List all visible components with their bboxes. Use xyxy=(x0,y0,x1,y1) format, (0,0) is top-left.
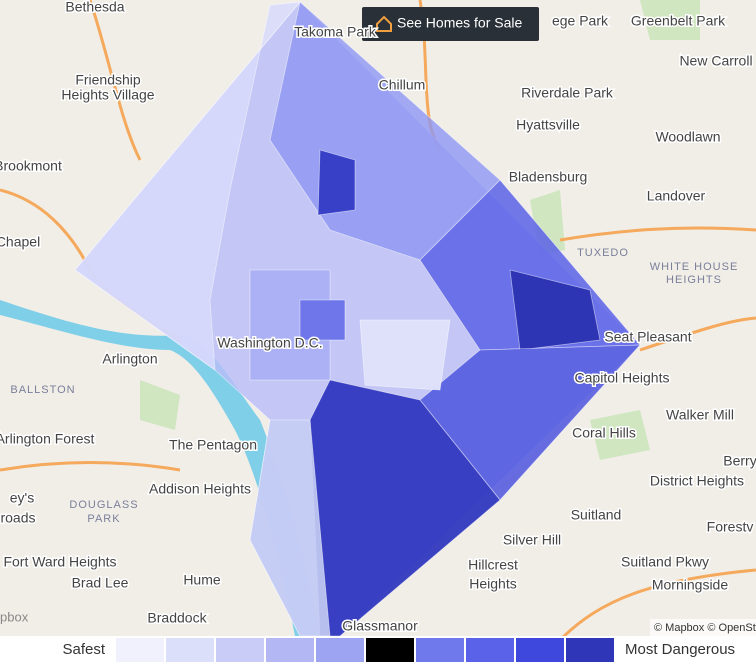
legend-swatch xyxy=(116,638,164,662)
potomac-river xyxy=(0,300,320,636)
place-label: Fort Ward Heights xyxy=(3,554,116,570)
attribution-bg xyxy=(650,619,756,636)
legend-swatch xyxy=(466,638,514,662)
place-label: Suitland Pkwy xyxy=(621,554,709,570)
place-label: Brookmont xyxy=(0,158,62,174)
button-label[interactable]: See Homes for Sale xyxy=(397,15,522,31)
legend-swatch xyxy=(516,638,564,662)
legend-swatch xyxy=(166,638,214,662)
place-label: Seat Pleasant xyxy=(604,329,691,345)
place-label: PARK xyxy=(87,513,120,525)
legend-swatch xyxy=(216,638,264,662)
place-label: New Carroll xyxy=(679,53,752,69)
attribution: © Mapbox © OpenSt xyxy=(654,622,756,634)
legend-high: Most Dangerous xyxy=(625,641,735,658)
place-label: Heights xyxy=(469,576,516,592)
place-label: Takoma Park xyxy=(294,24,377,40)
legend-swatch xyxy=(416,638,464,662)
place-label: Bladensburg xyxy=(509,169,588,185)
place-label: Hillcrest xyxy=(468,557,518,573)
see-homes-button[interactable] xyxy=(362,7,539,41)
legend-swatch xyxy=(316,638,364,662)
place-label: Brad Lee xyxy=(72,575,129,591)
place-label: Forestv xyxy=(707,519,754,535)
parks xyxy=(140,0,700,460)
legend-low: Safest xyxy=(62,641,105,658)
place-label: Coral Hills xyxy=(572,425,636,441)
legend-swatch xyxy=(266,638,314,662)
place-label: Capitol Heights xyxy=(575,370,670,386)
place-label: Chapel xyxy=(0,234,40,250)
place-label: Woodlawn xyxy=(655,129,720,145)
place-label: Greenbelt Park xyxy=(631,13,726,29)
place-label: Arlington Forest xyxy=(0,431,95,447)
place-label: BALLSTON xyxy=(10,384,75,396)
place-label: roads xyxy=(0,510,35,526)
legend-swatch xyxy=(366,638,414,662)
place-label: Addison Heights xyxy=(149,481,251,497)
place-label: Morningside xyxy=(652,577,728,593)
place-label: Braddock xyxy=(147,610,207,626)
place-label: Hume xyxy=(183,572,221,588)
dc-neighborhoods xyxy=(74,1,641,637)
place-label: Landover xyxy=(647,188,706,204)
place-label: DOUGLASS xyxy=(69,499,138,511)
place-label: ey's xyxy=(10,490,34,506)
place-label: Hyattsville xyxy=(516,117,580,133)
mapbox-logo: pbox xyxy=(0,609,29,624)
place-label: District Heights xyxy=(650,473,744,489)
place-label: TUXEDO xyxy=(577,247,629,259)
legend-swatch xyxy=(566,638,614,662)
place-label: The Pentagon xyxy=(169,437,257,453)
place-label: Riverdale Park xyxy=(521,85,614,101)
place-label: Walker Mill xyxy=(666,407,734,423)
place-label: Suitland xyxy=(571,507,622,523)
place-label: HEIGHTS xyxy=(666,274,722,286)
place-label: Arlington xyxy=(102,351,157,367)
place-label: Glassmanor xyxy=(342,618,418,634)
place-label: ege Park xyxy=(552,13,609,29)
place-label: Friendship xyxy=(75,72,141,88)
place-label: WHITE HOUSE xyxy=(650,261,739,273)
place-label: Washington D.C. xyxy=(217,335,322,351)
place-label: Chillum xyxy=(379,77,426,93)
place-label: Heights Village xyxy=(61,87,154,103)
place-label: Silver Hill xyxy=(503,532,561,548)
legend-swatches xyxy=(116,638,614,662)
place-label: Bethesda xyxy=(65,0,124,15)
home-icon xyxy=(376,15,392,32)
place-label: Berry xyxy=(723,453,756,469)
